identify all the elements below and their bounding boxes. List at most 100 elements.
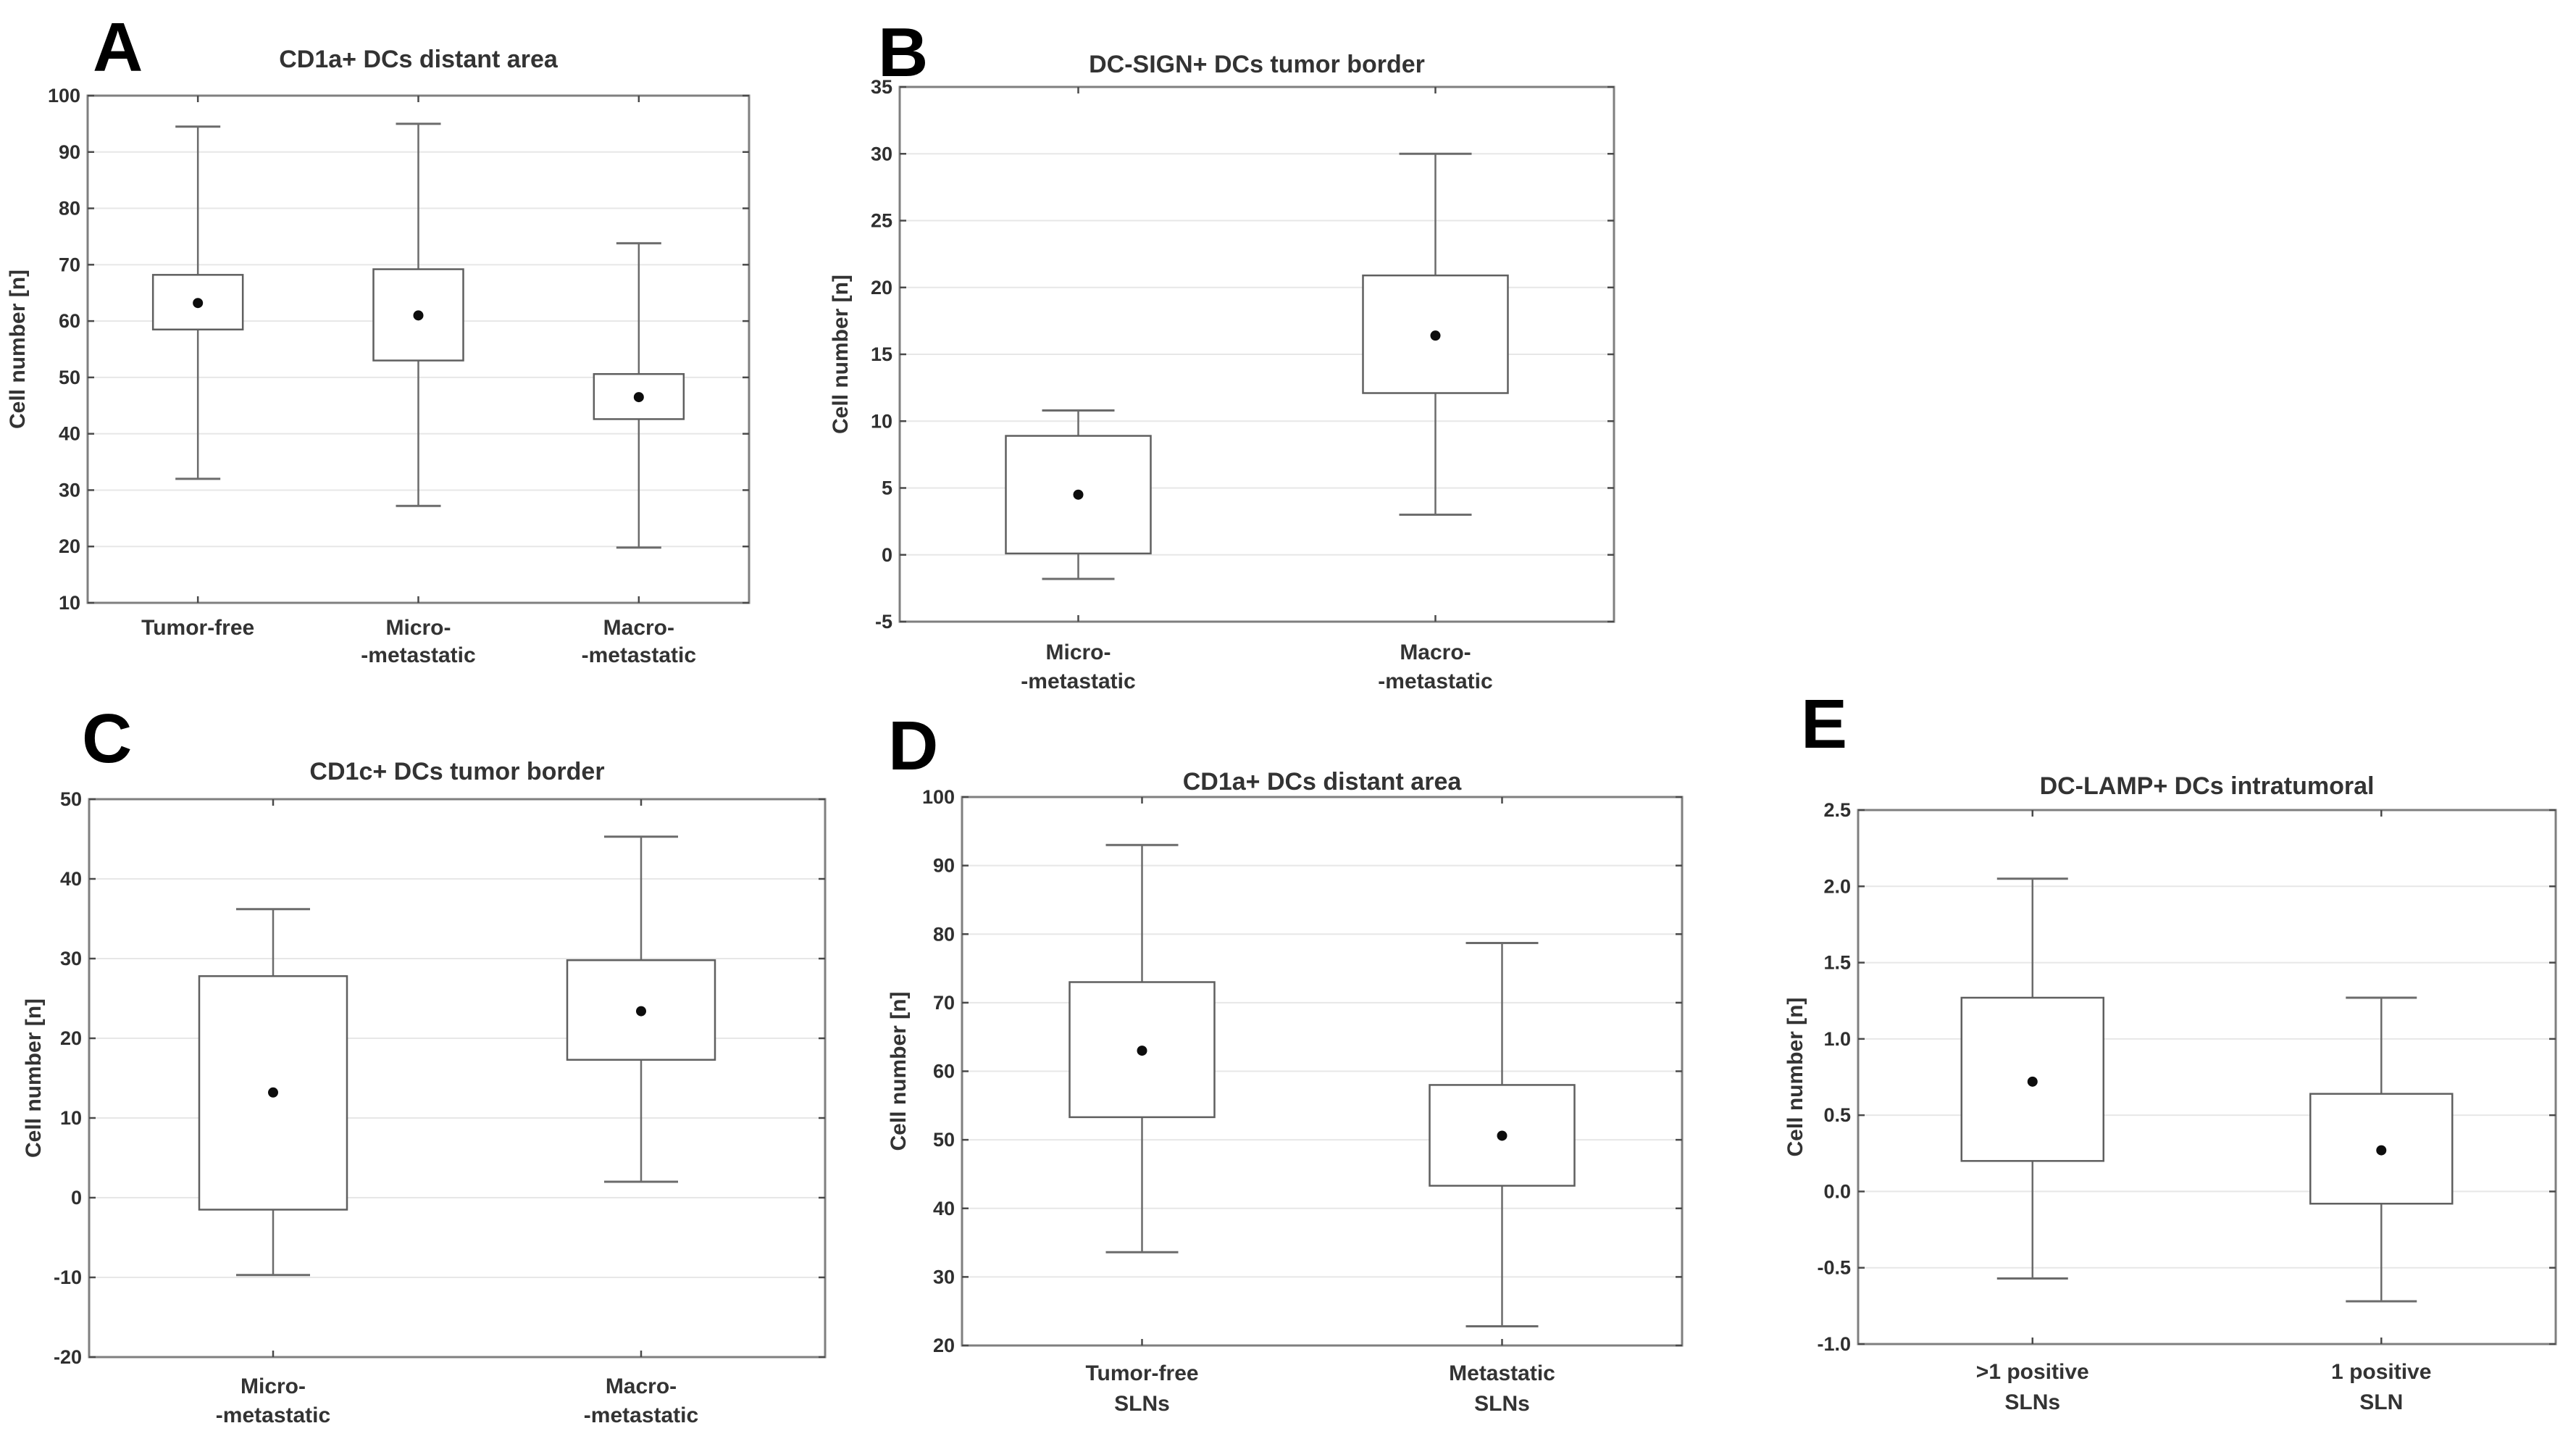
box-whisker-1 [198,908,348,1277]
mean-dot [1430,330,1441,341]
panel-letter: D [888,707,938,785]
panel-d: D CD1a+ DCs distant area Cell number [n] 10… [887,707,1684,1416]
y-tick-label: 40 [933,1198,955,1219]
y-tick-label: 15 [871,343,892,365]
y-tick-label: 100 [922,786,955,808]
category-label: -metastatic [584,1403,698,1427]
y-tick-label: 80 [59,198,80,220]
box-whisker-2 [1362,152,1509,516]
mean-dot [2376,1145,2387,1156]
y-tick-label: 0 [71,1187,82,1209]
category-label: -metastatic [1021,669,1135,693]
box-whisker-2 [566,835,716,1183]
plot-frame [88,798,827,1359]
y-tick-label: -5 [875,611,892,633]
box-whisker-1 [1069,843,1216,1253]
panel-letter: C [82,700,132,777]
y-axis-label: Cell number [n] [829,275,853,434]
y-tick-label: 70 [933,992,955,1014]
y-tick-label: 20 [871,277,892,299]
y-tick-label: 5 [882,477,892,499]
mean-dot [268,1087,278,1098]
category-label: Tumor-free [1085,1361,1198,1385]
panel-title: DC-LAMP+ DCs intratumoral [2040,772,2375,800]
y-tick-label: 40 [59,423,80,445]
y-tick-label: 50 [59,367,80,388]
y-tick-label: -0.5 [1817,1257,1851,1279]
mean-dot [636,1006,646,1017]
panel-title: DC-SIGN+ DCs tumor border [1089,51,1425,78]
y-tick-label: 30 [60,948,82,969]
box-whisker-3 [593,242,685,549]
panel-b: B DC-SIGN+ DCs tumor border Cell number [n… [829,14,1615,693]
category-label: Tumor-free [141,616,254,640]
y-tick-label: 10 [59,592,80,614]
mean-dot [633,392,644,403]
category-label: -metastatic [1378,669,1492,693]
category-label: SLN [2359,1390,2403,1414]
y-tick-label: 2.0 [1823,875,1851,897]
panel-title: CD1c+ DCs tumor border [309,758,604,785]
category-label: 1 positive [2331,1360,2431,1384]
box-whisker-1 [151,125,244,480]
y-tick-label: -1.0 [1817,1333,1851,1355]
y-tick-label: 20 [59,535,80,557]
category-label: -metastatic [216,1403,330,1427]
y-tick-label: 50 [60,788,82,810]
y-tick-label: 20 [60,1027,82,1049]
box-whisker-2 [2309,996,2454,1303]
y-tick-label: -20 [54,1346,82,1368]
box-whisker-2 [1429,942,1576,1328]
y-tick-label: -10 [54,1267,82,1288]
category-label: Metastatic [1449,1361,1555,1385]
panel-letter: A [93,9,143,86]
mean-dot [413,310,424,321]
y-tick-label: 70 [59,254,80,275]
category-label: Macro- [606,1374,677,1398]
panel-a: A CD1a+ DCs distant area Cell number [n] 10… [6,9,750,667]
y-tick-label: 25 [871,210,892,232]
category-label: Micro- [386,616,451,640]
box-whisker-2 [372,122,464,507]
mean-dot [2027,1076,2038,1087]
panel-letter: E [1801,685,1847,763]
mean-dot [1497,1130,1507,1141]
y-tick-label: 90 [59,141,80,163]
panel-e: E DC-LAMP+ DCs intratumoral Cell number [n… [1783,685,2557,1414]
y-tick-label: 20 [933,1335,955,1356]
category-label: Macro- [603,616,674,640]
mean-dot [1073,489,1084,500]
mean-dot [193,298,204,309]
y-tick-label: 0.0 [1823,1180,1851,1202]
y-axis-label: Cell number [n] [6,270,30,429]
category-label: SLNs [1474,1392,1530,1416]
category-label: Micro- [1046,641,1111,664]
category-label: >1 positive [1976,1360,2089,1384]
y-axis-label: Cell number [n] [22,998,46,1158]
y-tick-label: 35 [871,76,892,98]
y-tick-label: 40 [60,868,82,890]
panel-letter: B [878,14,928,91]
category-label: Micro- [241,1374,306,1398]
y-tick-label: 90 [933,855,955,877]
y-tick-label: 30 [871,143,892,164]
y-tick-label: 10 [871,410,892,432]
panel-title: CD1a+ DCs distant area [1183,768,1463,796]
plot-frame [1857,809,2557,1345]
y-tick-label: 30 [933,1266,955,1288]
y-tick-label: 1.5 [1823,952,1851,974]
category-label: -metastatic [361,643,475,667]
box-whisker-1 [1005,409,1152,580]
y-axis-label: Cell number [n] [1783,997,1807,1156]
y-tick-label: 60 [59,310,80,332]
category-label: -metastatic [582,643,696,667]
y-tick-label: 100 [48,85,80,107]
y-tick-label: 0.5 [1823,1104,1851,1126]
y-tick-label: 1.0 [1823,1028,1851,1050]
y-tick-label: 0 [882,544,892,566]
mean-dot [1137,1046,1147,1056]
y-tick-label: 30 [59,479,80,501]
y-tick-label: 60 [933,1061,955,1082]
